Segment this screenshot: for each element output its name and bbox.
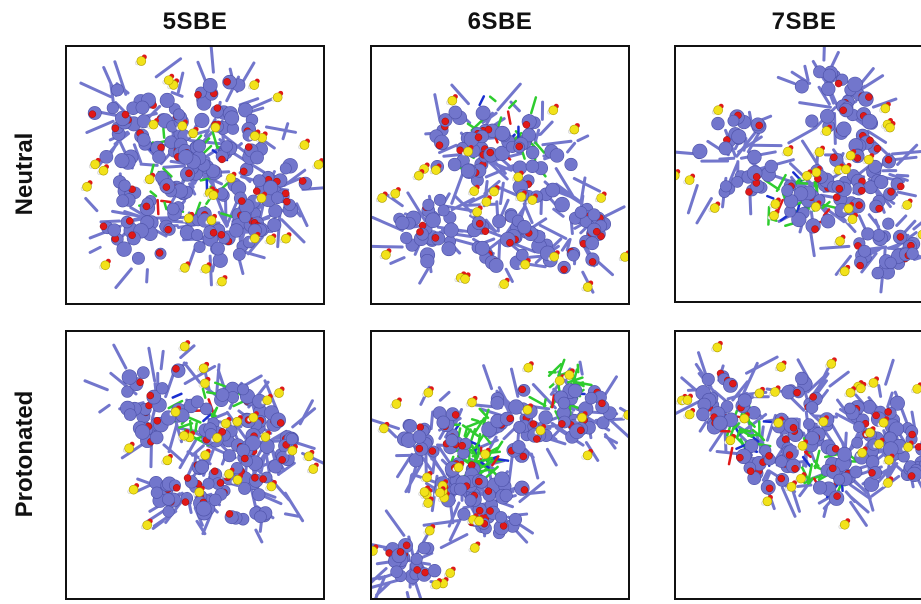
column-title-5sbe: 5SBE: [65, 8, 325, 36]
molecular-snapshot-icon: [372, 47, 628, 303]
panel-7sbe-neutral: [674, 45, 921, 303]
column-title-7sbe: 7SBE: [674, 8, 921, 36]
panel-6sbe-protonated: [370, 330, 630, 600]
molecular-snapshot-icon: [67, 332, 323, 598]
molecular-snapshot-icon: [676, 47, 921, 301]
panel-5sbe-neutral: [65, 45, 325, 305]
panel-6sbe-neutral: [370, 45, 630, 305]
molecular-snapshot-icon: [372, 332, 628, 598]
panel-5sbe-protonated: [65, 330, 325, 600]
column-title-6sbe: 6SBE: [370, 8, 630, 36]
molecular-snapshot-icon: [67, 47, 323, 303]
row-label-protonated: Protonated: [11, 304, 39, 604]
panel-7sbe-protonated: [674, 330, 921, 600]
molecular-snapshot-icon: [676, 332, 921, 598]
row-label-neutral: Neutral: [11, 24, 39, 324]
